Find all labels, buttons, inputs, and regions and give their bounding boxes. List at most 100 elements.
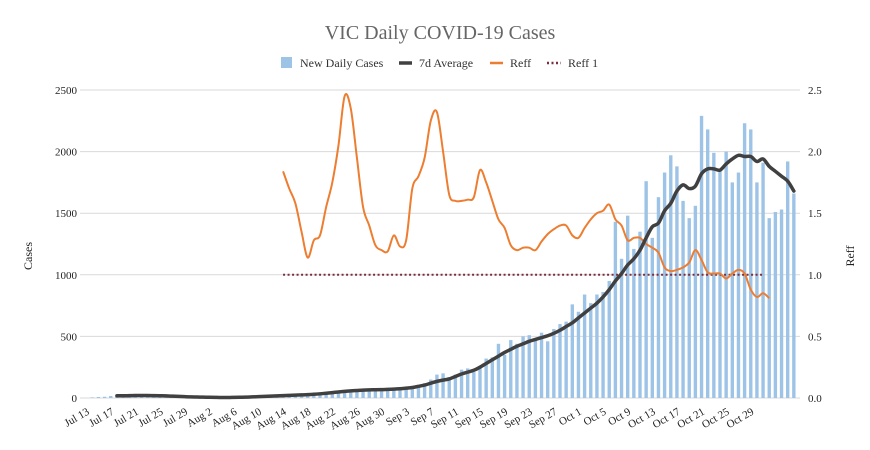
y-right-tick-label: 2.0 xyxy=(808,147,822,159)
x-tick-label: Aug 2 xyxy=(185,406,215,430)
bar-new-daily-cases xyxy=(109,396,113,398)
bar-new-daily-cases xyxy=(404,386,408,398)
bar-new-daily-cases xyxy=(613,221,618,398)
x-tick-label: Oct 29 xyxy=(724,406,756,431)
bar-new-daily-cases xyxy=(429,379,433,398)
bar-new-daily-cases xyxy=(90,397,94,398)
bar-new-daily-cases xyxy=(539,332,544,398)
x-tick-label: Jul 17 xyxy=(87,406,116,430)
bar-new-daily-cases xyxy=(546,341,550,398)
bar-new-daily-cases xyxy=(392,388,396,398)
bar-new-daily-cases xyxy=(589,303,593,398)
bar-new-daily-cases xyxy=(490,357,494,398)
bar-new-daily-cases xyxy=(724,151,728,398)
bar-new-daily-cases xyxy=(558,324,562,398)
line-reff xyxy=(282,93,770,299)
bar-new-daily-cases xyxy=(564,321,568,398)
bar-new-daily-cases xyxy=(749,129,753,399)
bar-new-daily-cases xyxy=(527,335,531,398)
bar-new-daily-cases xyxy=(626,215,630,398)
legend: New Daily Cases 7d Average Reff Reff 1 xyxy=(281,56,598,70)
bar-new-daily-cases xyxy=(496,343,501,398)
bar-new-daily-cases xyxy=(638,231,642,398)
bar-new-daily-cases xyxy=(650,237,654,398)
bar-new-daily-cases xyxy=(373,389,378,398)
bar-new-daily-cases xyxy=(386,388,390,398)
bar-new-daily-cases xyxy=(693,205,698,398)
bar-new-daily-cases xyxy=(478,365,482,398)
x-tick-label: Oct 5 xyxy=(582,406,609,429)
legend-swatch-new-daily-cases xyxy=(281,57,292,68)
y-right-tick-label: 0.5 xyxy=(808,331,822,343)
bar-new-daily-cases xyxy=(435,374,439,398)
bar-new-daily-cases xyxy=(453,374,458,398)
y-axis-right-label: Reff xyxy=(843,245,857,266)
bar-new-daily-cases xyxy=(533,338,538,398)
bar-new-daily-cases xyxy=(441,373,445,398)
chart-title: VIC Daily COVID-19 Cases xyxy=(325,22,556,44)
bar-new-daily-cases xyxy=(509,340,513,398)
bar-new-daily-cases xyxy=(773,211,778,398)
bar-new-daily-cases xyxy=(361,389,365,398)
legend-label-7d-average: 7d Average xyxy=(419,56,473,70)
bar-new-daily-cases xyxy=(681,200,685,398)
bar-new-daily-cases xyxy=(632,248,636,398)
bar-new-daily-cases xyxy=(644,181,648,398)
y-axis-left-ticks: 0 500 1000 1500 2000 2500 xyxy=(55,85,78,405)
bar-new-daily-cases xyxy=(779,209,784,398)
bar-new-daily-cases xyxy=(767,218,771,398)
bar-new-daily-cases xyxy=(521,336,525,398)
bar-new-daily-cases xyxy=(102,396,107,398)
y-left-tick-label: 1500 xyxy=(55,208,78,220)
bar-new-daily-cases xyxy=(336,390,341,398)
bar-new-daily-cases xyxy=(416,385,421,398)
bar-new-daily-cases xyxy=(484,358,488,398)
legend-label-reff-1: Reff 1 xyxy=(568,56,598,70)
bar-new-daily-cases xyxy=(410,386,414,398)
y-axis-right-ticks: 0.0 0.5 1.0 1.5 2.0 2.5 xyxy=(808,85,822,405)
x-tick-label: Sep 27 xyxy=(527,406,560,432)
bar-new-daily-cases xyxy=(595,294,599,398)
bar-new-daily-cases xyxy=(466,368,470,398)
bar-new-daily-cases xyxy=(755,182,759,398)
bar-new-daily-cases xyxy=(619,258,624,398)
bar-new-daily-cases xyxy=(718,171,722,398)
y-right-tick-label: 1.0 xyxy=(808,270,822,282)
legend-label-new-daily-cases: New Daily Cases xyxy=(300,56,384,70)
bar-series-new-daily-cases xyxy=(90,115,796,399)
bar-new-daily-cases xyxy=(342,390,347,398)
bar-new-daily-cases xyxy=(515,343,519,398)
y-left-tick-label: 0 xyxy=(72,393,78,405)
bar-new-daily-cases xyxy=(742,123,747,398)
bar-new-daily-cases xyxy=(699,115,704,399)
bar-new-daily-cases xyxy=(349,390,353,398)
bar-new-daily-cases xyxy=(355,390,359,398)
bar-new-daily-cases xyxy=(379,389,384,398)
x-tick-label: Jul 25 xyxy=(136,406,165,430)
x-tick-label: Jul 29 xyxy=(161,406,190,430)
bar-new-daily-cases xyxy=(662,172,667,398)
bar-new-daily-cases xyxy=(502,354,507,398)
bar-new-daily-cases xyxy=(422,383,427,398)
x-tick-label: Jul 21 xyxy=(112,406,141,430)
bar-new-daily-cases xyxy=(447,377,451,398)
bar-new-daily-cases xyxy=(792,193,796,398)
bar-new-daily-cases xyxy=(459,369,464,398)
line-7d-average xyxy=(115,153,796,400)
x-tick-label: Sep 3 xyxy=(384,406,412,429)
y-axis-left-label: Cases xyxy=(21,242,35,270)
bar-new-daily-cases xyxy=(582,294,587,398)
bar-new-daily-cases xyxy=(576,311,581,398)
bar-new-daily-cases xyxy=(96,397,101,398)
bar-new-daily-cases xyxy=(601,292,605,398)
bar-new-daily-cases xyxy=(367,389,371,398)
bar-new-daily-cases xyxy=(472,372,476,398)
bar-new-daily-cases xyxy=(656,197,661,398)
y-right-tick-label: 1.5 xyxy=(808,208,822,220)
bar-new-daily-cases xyxy=(761,162,765,398)
y-left-tick-label: 1000 xyxy=(55,270,78,282)
bar-new-daily-cases xyxy=(330,391,334,398)
